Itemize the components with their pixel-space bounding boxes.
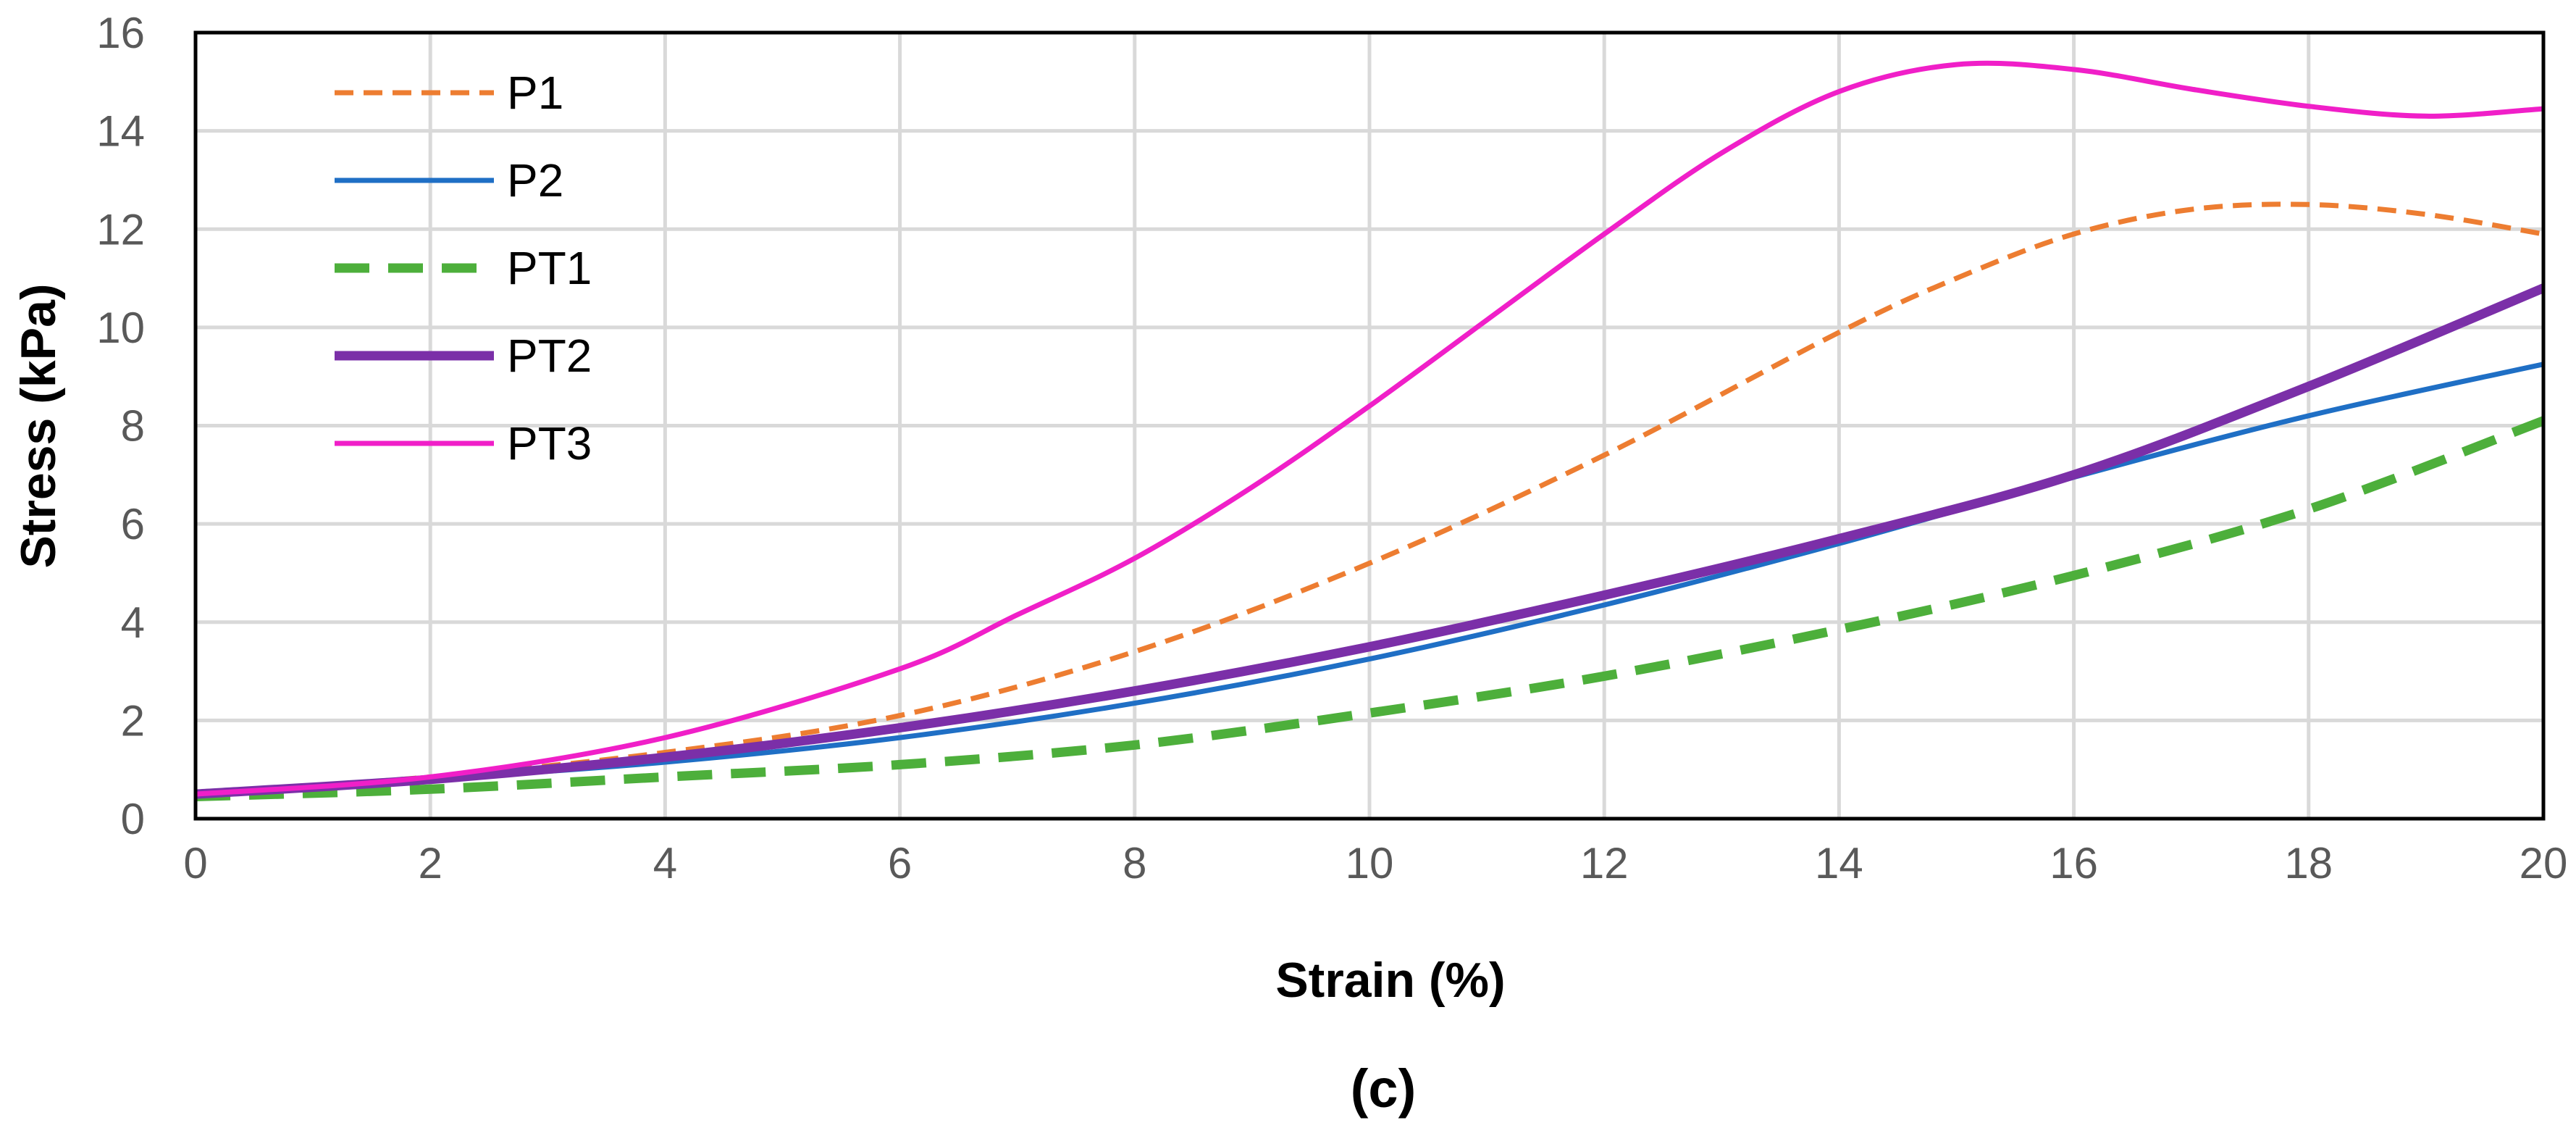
y-tick-label: 10 [96, 304, 145, 352]
y-tick-label: 16 [96, 9, 145, 57]
x-tick-label: 12 [1580, 839, 1629, 888]
x-tick-label: 0 [183, 839, 207, 888]
plot-series [195, 60, 2546, 801]
x-tick-label: 4 [653, 839, 677, 888]
x-tick-label: 10 [1346, 839, 1394, 888]
x-tick-label: 14 [1815, 839, 1863, 888]
y-tick-label: 4 [121, 598, 145, 647]
y-tick-label: 0 [121, 795, 145, 843]
plot-frame [193, 30, 2546, 821]
x-tick-label: 8 [1123, 839, 1146, 888]
y-tick-label: 2 [121, 696, 145, 745]
legend: P1 P2 PT1 PT2 PT3 [335, 67, 592, 469]
y-tick-label: 8 [121, 402, 145, 451]
series-line-p1 [195, 201, 2544, 797]
legend-label-pt2: PT2 [507, 330, 592, 382]
legend-label-p1: P1 [507, 67, 563, 119]
series-line-pt1 [195, 416, 2546, 801]
x-tick-label: 2 [419, 839, 442, 888]
x-tick-label: 6 [888, 839, 912, 888]
figure-caption: (c) [1351, 1058, 1416, 1119]
y-tick-label: 12 [96, 205, 145, 254]
x-tick-label: 18 [2284, 839, 2333, 888]
series-line-pt2 [195, 283, 2546, 799]
axis-ticks: 0 2 4 6 8 10 12 14 16 18 20 0 2 4 6 8 10 12 14 16 [96, 9, 2567, 888]
series-line-pt3 [195, 60, 2544, 797]
y-tick-label: 14 [96, 107, 145, 156]
legend-label-p2: P2 [507, 154, 563, 206]
x-tick-label: 20 [2520, 839, 2568, 888]
y-axis-title: Stress (kPa) [11, 283, 66, 568]
x-axis-title: Strain (%) [1275, 953, 1505, 1008]
y-tick-label: 6 [121, 500, 145, 548]
legend-label-pt1: PT1 [507, 242, 592, 294]
legend-label-pt3: PT3 [507, 417, 592, 469]
x-tick-label: 16 [2050, 839, 2098, 888]
